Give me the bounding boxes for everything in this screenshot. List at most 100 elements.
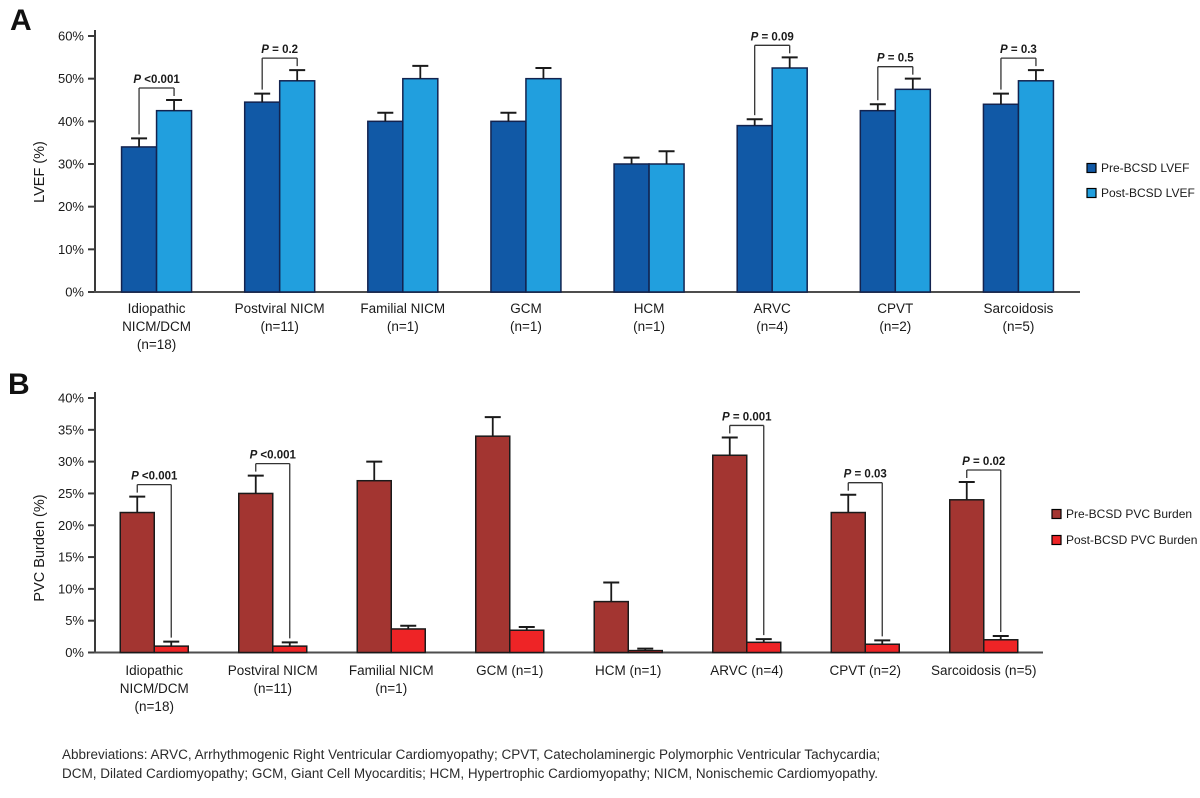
post-bar bbox=[272, 645, 308, 654]
y-axis-title: PVC Burden (%) bbox=[32, 494, 48, 601]
category-label: Sarcoidosis (n=5) bbox=[931, 663, 1036, 678]
category-label: (n=1) bbox=[510, 319, 542, 334]
pre-bar bbox=[712, 454, 748, 654]
post-bar bbox=[648, 163, 685, 293]
category-label: Sarcoidosis bbox=[984, 301, 1054, 316]
pre-bar bbox=[367, 120, 404, 293]
p-value-label: P = 0.03 bbox=[844, 469, 887, 481]
legend-label: Post-BCSD LVEF bbox=[1101, 186, 1195, 200]
pre-bar bbox=[356, 479, 392, 654]
p-value-label: P = 0.09 bbox=[751, 31, 794, 43]
category-label: ARVC bbox=[754, 301, 792, 316]
y-tick-label: 20% bbox=[58, 199, 84, 214]
y-tick-label: 30% bbox=[58, 157, 84, 172]
category-label: (n=4) bbox=[756, 319, 788, 334]
p-value-label: P <0.001 bbox=[133, 74, 180, 86]
chart-panel-a-lvef: 0% 10% 20% 30% 40% 50% 60% LVEF (%) P <0.001 Idio… bbox=[32, 29, 1195, 353]
pre-bar bbox=[949, 499, 985, 654]
panel-b-label: B bbox=[8, 368, 30, 401]
abbreviations-note: Abbreviations: ARVC, Arrhythmogenic Righ… bbox=[62, 746, 1142, 783]
post-bar bbox=[525, 77, 562, 293]
category-label: GCM (n=1) bbox=[476, 663, 543, 678]
post-bar bbox=[155, 109, 193, 293]
abbreviations-line-2: DCM, Dilated Cardiomyopathy; GCM, Giant … bbox=[62, 765, 878, 781]
y-tick-label: 10% bbox=[58, 581, 84, 596]
post-bar bbox=[771, 67, 808, 293]
chart-panel-b-pvc-burden: 0% 5% 10% 15% 20% 25% 30% 35% 40% PVC Burden (%) P… bbox=[32, 391, 1197, 715]
pre-bar bbox=[593, 600, 629, 654]
y-tick-label: 40% bbox=[58, 114, 84, 129]
y-tick-label: 0% bbox=[65, 645, 84, 660]
y-tick-label: 20% bbox=[58, 518, 84, 533]
p-value-label: P = 0.02 bbox=[962, 456, 1005, 468]
post-bar bbox=[278, 80, 316, 293]
p-value-label: P = 0.3 bbox=[1000, 44, 1037, 56]
p-value-label: P = 0.001 bbox=[722, 411, 772, 423]
pre-bar bbox=[736, 124, 773, 293]
post-bar bbox=[894, 88, 932, 293]
category-label: NICM/DCM bbox=[120, 681, 189, 696]
post-bar bbox=[746, 641, 782, 654]
panel-a-label: A bbox=[10, 4, 32, 37]
category-label: (n=2) bbox=[879, 319, 911, 334]
category-label: (n=5) bbox=[1002, 319, 1034, 334]
post-bar bbox=[509, 629, 545, 654]
p-value-label: P = 0.2 bbox=[261, 44, 298, 56]
pre-bar bbox=[475, 435, 511, 654]
post-bar bbox=[390, 628, 426, 654]
category-label: GCM bbox=[510, 301, 542, 316]
category-label: (n=1) bbox=[375, 681, 407, 696]
post-bar bbox=[153, 645, 189, 654]
y-tick-label: 50% bbox=[58, 71, 84, 86]
pre-bar bbox=[243, 101, 281, 293]
legend-label: Pre-BCSD PVC Burden bbox=[1066, 507, 1192, 521]
category-label: Idiopathic bbox=[125, 663, 183, 678]
p-value-label: P <0.001 bbox=[131, 471, 178, 483]
category-label: HCM bbox=[634, 301, 665, 316]
y-tick-label: 0% bbox=[65, 285, 84, 300]
category-label: Postviral NICM bbox=[235, 301, 325, 316]
y-tick-label: 15% bbox=[58, 550, 84, 565]
pre-bar bbox=[982, 103, 1020, 293]
pre-bar bbox=[238, 492, 274, 654]
pre-bar bbox=[120, 146, 158, 293]
category-label: (n=11) bbox=[260, 319, 298, 334]
category-label: Familial NICM bbox=[349, 663, 434, 678]
legend-label: Pre-BCSD LVEF bbox=[1101, 161, 1189, 175]
y-tick-label: 40% bbox=[58, 391, 84, 406]
category-label: Idiopathic bbox=[128, 301, 186, 316]
pre-bar bbox=[830, 511, 866, 654]
pre-bar bbox=[119, 511, 155, 654]
post-bar bbox=[402, 77, 439, 293]
pre-bar bbox=[490, 120, 527, 293]
post-bar bbox=[627, 649, 663, 654]
category-label: ARVC (n=4) bbox=[710, 663, 783, 678]
category-label: NICM/DCM bbox=[122, 319, 191, 334]
y-tick-label: 5% bbox=[65, 613, 84, 628]
legend-swatch bbox=[1086, 187, 1097, 199]
legend-swatch bbox=[1051, 508, 1062, 520]
p-value-label: P = 0.5 bbox=[877, 53, 914, 65]
pre-bar bbox=[613, 163, 650, 293]
category-label: CPVT bbox=[877, 301, 913, 316]
post-bar bbox=[864, 643, 900, 654]
pre-bar bbox=[859, 109, 897, 293]
y-tick-label: 30% bbox=[58, 454, 84, 469]
p-value-label: P <0.001 bbox=[250, 450, 297, 462]
legend-label: Post-BCSD PVC Burden bbox=[1066, 533, 1197, 547]
y-axis-title: LVEF (%) bbox=[32, 141, 48, 203]
category-label: (n=11) bbox=[254, 681, 292, 696]
legend-swatch bbox=[1051, 534, 1062, 546]
category-label: (n=18) bbox=[135, 699, 174, 714]
category-label: (n=1) bbox=[633, 319, 665, 334]
category-label: (n=18) bbox=[137, 337, 176, 352]
category-label: Postviral NICM bbox=[228, 663, 318, 678]
category-label: Familial NICM bbox=[360, 301, 445, 316]
abbreviations-line-1: Abbreviations: ARVC, Arrhythmogenic Righ… bbox=[62, 747, 881, 762]
category-label: (n=1) bbox=[387, 319, 419, 334]
legend-swatch bbox=[1086, 162, 1097, 174]
post-bar bbox=[983, 639, 1019, 654]
post-bar bbox=[1017, 80, 1055, 293]
y-tick-label: 10% bbox=[58, 242, 84, 257]
